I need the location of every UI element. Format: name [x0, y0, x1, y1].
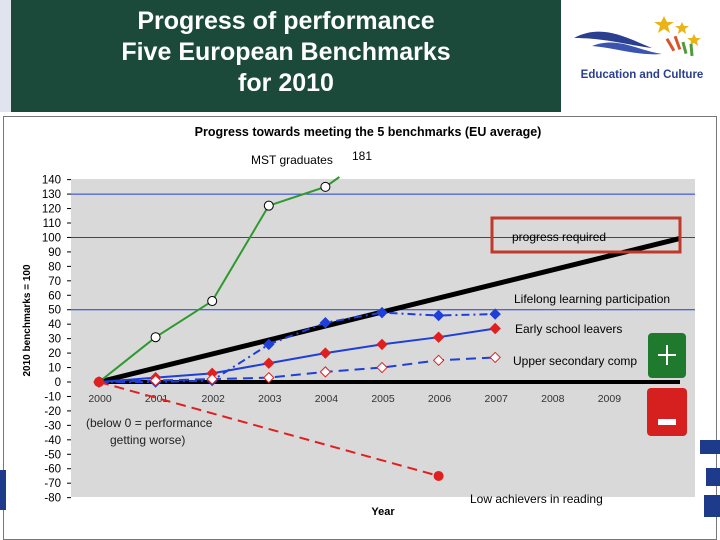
series-early-school-leavers [93, 322, 501, 388]
data-point [376, 338, 388, 351]
y-axis-ticks: 1401301201101009080706050403020100-10-20… [42, 175, 71, 505]
y-tick-label: -10 [44, 391, 61, 403]
y-tick-label: -80 [44, 493, 61, 505]
x-tick-label: 2002 [202, 393, 226, 405]
data-point [320, 181, 331, 192]
x-tick-label: 2000 [88, 393, 112, 405]
data-point [319, 317, 332, 329]
y-tick-label: 60 [48, 290, 61, 302]
y-tick-label: 80 [48, 261, 61, 273]
eu-logo-icon: Education and Culture [574, 16, 704, 81]
y-tick-label: -40 [44, 435, 61, 447]
y-tick-label: 90 [48, 247, 61, 259]
title-line-1: Progress of performance [137, 7, 435, 35]
y-tick-label: -20 [44, 406, 61, 418]
decor-block-right-3 [704, 495, 720, 517]
series-line [98, 356, 496, 383]
y-tick-label: 100 [42, 232, 61, 244]
y-tick-label: -70 [44, 478, 61, 490]
data-point [319, 347, 332, 359]
data-point [489, 308, 501, 320]
y-tick-label: 140 [42, 175, 61, 187]
data-point [432, 309, 445, 322]
education-culture-logo: Education and Culture [572, 8, 712, 103]
x-tick-label: 2008 [541, 393, 565, 405]
early-school-leavers-label: Early school leavers [515, 322, 622, 336]
mst-graduates-value: 181 [352, 149, 372, 163]
y-tick-label: 30 [48, 334, 61, 346]
progress-required-line [98, 236, 681, 385]
data-point [489, 322, 501, 335]
left-decor-strip [0, 0, 11, 112]
x-tick-label: 2009 [598, 393, 622, 405]
data-point [263, 371, 275, 384]
data-point [376, 306, 388, 319]
y-tick-label: -60 [44, 464, 61, 476]
x-axis-label: Year [371, 506, 395, 518]
data-point [263, 338, 275, 351]
data-point [433, 470, 444, 481]
plot-area [71, 179, 695, 497]
progress-required-box [490, 216, 682, 254]
x-tick-label: 2003 [258, 393, 282, 405]
x-tick-label: 2005 [371, 393, 395, 405]
data-point [432, 331, 445, 343]
y-tick-label: 40 [48, 319, 61, 331]
series-layer [93, 176, 501, 481]
mst-graduates-label: MST graduates [251, 153, 333, 167]
decor-block-right-2 [706, 468, 720, 486]
decor-block-left [0, 470, 6, 510]
y-tick-label: 70 [48, 276, 61, 288]
y-tick-label: 120 [42, 204, 61, 216]
y-tick-label: -50 [44, 449, 61, 461]
slide-title: Progress of performance Five European Be… [11, 6, 561, 99]
logo-text: Education and Culture [581, 69, 704, 81]
data-point [489, 351, 501, 364]
data-point [376, 361, 388, 374]
y-axis-label: 2010 benchmarks = 100 [22, 264, 33, 376]
data-point [319, 366, 332, 378]
series-line [99, 311, 496, 383]
x-tick-label: 2006 [428, 393, 452, 405]
lifelong-learning-label: Lifelong learning participation [514, 292, 670, 306]
plus-icon [648, 333, 686, 378]
data-point [432, 354, 445, 367]
y-tick-label: 10 [48, 363, 61, 375]
data-point [207, 296, 218, 307]
title-line-2: Five European Benchmarks [121, 38, 451, 66]
progress-required-label: progress required [512, 230, 606, 244]
data-point [94, 377, 104, 387]
data-point [263, 357, 275, 369]
low-achievers-label: Low achievers in reading [470, 492, 603, 506]
title-banner [11, 0, 561, 112]
y-tick-label: 20 [48, 348, 61, 360]
data-point [150, 332, 161, 343]
y-tick-label: 0 [55, 377, 61, 389]
data-point [263, 200, 274, 211]
y-tick-label: -30 [44, 420, 61, 432]
x-tick-label: 2007 [485, 393, 509, 405]
data-point [149, 374, 162, 387]
y-tick-label: 130 [42, 189, 61, 201]
series-low-achievers-in-reading [94, 377, 444, 481]
decor-block-right-1 [700, 440, 720, 454]
chart-title: Progress towards meeting the 5 benchmark… [195, 125, 542, 139]
below-zero-note-line1: (below 0 = performance [86, 416, 213, 430]
series-line [98, 327, 496, 383]
y-tick-label: 110 [43, 218, 61, 230]
x-tick-label: 2004 [315, 393, 339, 405]
title-line-3: for 2010 [238, 69, 334, 97]
below-zero-note-line2: getting worse) [110, 433, 185, 447]
data-point [206, 373, 218, 385]
upper-secondary-label: Upper secondary comp [513, 354, 637, 368]
minus-icon [647, 388, 687, 436]
x-axis-ticks: 2000 2001 2002 2003 2004 2005 2006 2007 2008 2009 [88, 393, 621, 405]
y-tick-label: 50 [48, 305, 61, 317]
series-line [98, 381, 439, 477]
